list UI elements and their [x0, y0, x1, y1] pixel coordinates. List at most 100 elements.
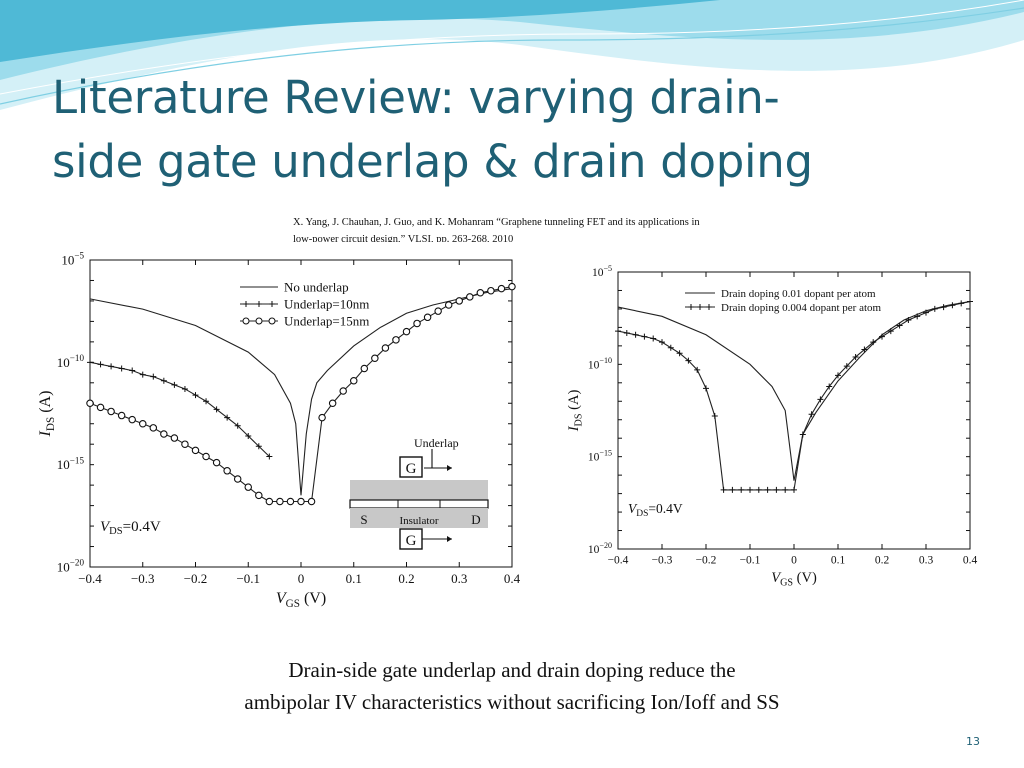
- data-point-circle: [128, 415, 136, 424]
- data-point-plus: [817, 396, 824, 403]
- citation-line-2: low-power circuit design,” VLSI, pp. 263…: [293, 234, 514, 245]
- data-point-plus: [160, 377, 167, 384]
- legend-marker-plus: [256, 301, 262, 307]
- data-point-circle: [160, 430, 168, 438]
- chart-marks: −0.4 −0.3 −0.2 −0.1 0 0.1 0.2 0.3 0.4 10−5 10−10 10…: [568, 264, 977, 589]
- x-tick-label: 0.3: [919, 555, 934, 567]
- data-point-circle: [86, 399, 94, 408]
- data-point-circle: [339, 387, 347, 395]
- data-point-plus: [940, 304, 947, 311]
- inset-top-gate-label: G: [406, 461, 417, 477]
- x-tick-label: 0.1: [346, 571, 362, 586]
- legend-label: Underlap=15nm: [284, 314, 369, 329]
- data-point-circle: [466, 293, 474, 301]
- y-tick-label: 10−5: [592, 264, 612, 279]
- legend-marker-plus: [706, 304, 712, 310]
- data-point-plus: [738, 486, 745, 493]
- y-tick-label: 10−15: [57, 455, 85, 472]
- data-point-plus: [650, 335, 657, 342]
- data-point-plus: [967, 298, 973, 305]
- data-point-circle: [381, 344, 390, 352]
- data-point-circle: [170, 434, 179, 442]
- data-point-plus: [623, 329, 630, 336]
- page-number: 13: [966, 735, 980, 748]
- data-point-plus: [108, 363, 115, 370]
- x-axis-title: VGS (V): [276, 590, 326, 610]
- data-point-plus: [949, 302, 956, 309]
- data-point-plus: [782, 486, 789, 493]
- data-point-circle: [487, 286, 495, 295]
- x-tick-label: −0.2: [696, 555, 717, 567]
- data-point-circle: [107, 407, 115, 416]
- data-point-plus: [632, 331, 639, 338]
- y-axis-title: IDS (A): [37, 391, 57, 438]
- data-point-plus: [641, 333, 648, 340]
- data-point-circle: [508, 282, 516, 291]
- data-point-circle: [392, 336, 400, 344]
- y-tick-label: 10−10: [588, 356, 612, 371]
- data-point-circle: [497, 284, 506, 293]
- x-tick-label: −0.3: [131, 571, 155, 586]
- data-point-plus: [870, 339, 877, 346]
- x-tick-label: 0: [791, 555, 797, 567]
- data-point-circle: [191, 446, 200, 455]
- x-tick-label: 0.4: [963, 555, 978, 567]
- data-point-plus: [773, 486, 780, 493]
- title-line-1: Literature Review: varying drain-: [52, 71, 780, 124]
- data-point-circle: [276, 497, 284, 506]
- slide-title: Literature Review: varying drain- side g…: [52, 66, 992, 194]
- x-tick-label: 0.2: [398, 571, 414, 586]
- data-point-circle: [96, 403, 105, 412]
- x-tick-label: 0.3: [451, 571, 467, 586]
- legend-marker-plus: [688, 304, 694, 310]
- y-tick-label: 10−15: [588, 449, 612, 464]
- citation-line-1: X. Yang, J. Chauhan, J. Guo, and K. Moha…: [293, 217, 700, 228]
- data-point-circle: [434, 307, 442, 315]
- data-point-plus: [266, 453, 273, 460]
- data-point-plus: [711, 413, 718, 420]
- y-tick-label: 10−20: [588, 541, 612, 556]
- data-point-plus: [87, 359, 93, 366]
- data-point-plus: [914, 313, 921, 320]
- data-point-plus: [923, 309, 929, 316]
- x-tick-label: 0.4: [504, 571, 521, 586]
- data-point-circle: [360, 364, 369, 373]
- data-point-circle: [476, 288, 485, 297]
- data-point-circle: [139, 419, 147, 428]
- data-point-circle: [117, 411, 126, 420]
- data-point-plus: [799, 431, 806, 438]
- x-tick-label: 0.2: [875, 555, 890, 567]
- data-point-circle: [223, 467, 231, 475]
- data-point-plus: [843, 363, 850, 370]
- data-point-plus: [676, 350, 683, 357]
- data-point-plus: [861, 346, 868, 353]
- inset-insulator-label: Insulator: [399, 515, 438, 527]
- data-point-plus: [245, 433, 252, 440]
- x-tick-label: −0.4: [78, 571, 102, 586]
- data-point-plus: [808, 411, 815, 418]
- data-point-circle: [297, 497, 305, 506]
- legend-label: Drain doping 0.004 dopant per atom: [721, 302, 882, 314]
- data-point-plus: [667, 344, 674, 351]
- data-point-plus: [255, 443, 262, 450]
- inset-underlap-label: Underlap: [414, 436, 459, 450]
- data-point-plus: [703, 385, 709, 392]
- x-tick-label: −0.4: [608, 555, 629, 567]
- header-wave: [0, 0, 1024, 110]
- inset-bottom-arrow-head: [447, 536, 452, 542]
- data-point-plus: [139, 371, 146, 378]
- legend-marker-circle: [268, 317, 276, 325]
- legend-marker-circle: [255, 317, 263, 325]
- data-point-plus: [659, 339, 665, 346]
- slide-caption: Drain-side gate underlap and drain dopin…: [80, 654, 944, 718]
- data-point-plus: [826, 383, 833, 390]
- x-tick-label: 0.1: [831, 555, 846, 567]
- inset-source-label: S: [360, 512, 367, 527]
- wave-band-dark: [0, 0, 720, 62]
- inset-diagram: G Underlap S Insulator D G: [349, 436, 489, 550]
- inset-bottom-gate-label: G: [406, 533, 417, 549]
- chart-background: [568, 256, 1010, 599]
- x-tick-label: 0: [298, 571, 305, 586]
- data-point-circle: [349, 377, 358, 385]
- chart-marks: −0.4 −0.3 −0.2 −0.1 0 0.1 0.2 0.3 0.4 10−5 10−10 10…: [37, 251, 521, 610]
